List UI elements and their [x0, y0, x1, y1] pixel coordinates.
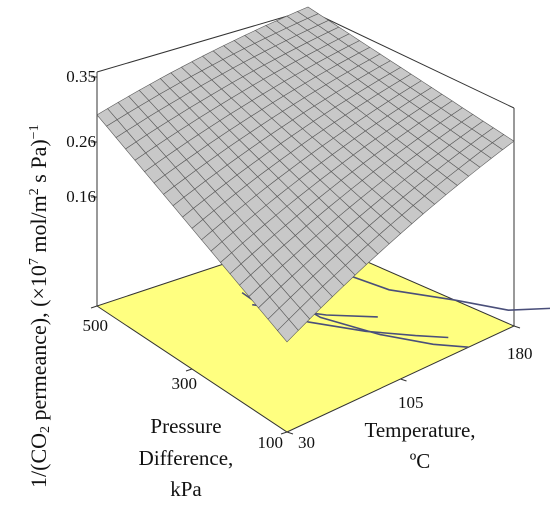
- z-title-part: −1: [27, 124, 42, 140]
- z-title-part: 2: [27, 188, 42, 196]
- z-title-part: 2: [38, 426, 53, 433]
- pressure-tick-mark: [280, 431, 288, 435]
- pressure-axis-title-line: Difference,: [139, 446, 234, 470]
- z-tick-label: 0.35: [66, 67, 96, 86]
- temperature-tick-mark: [513, 325, 521, 329]
- z-tick-label: 0.26: [66, 132, 96, 151]
- response-surface: [96, 6, 515, 343]
- temperature-tick-label: 180: [507, 344, 533, 363]
- temperature-axis-title-line: Temperature,: [364, 418, 475, 442]
- pressure-tick-label: 300: [172, 374, 198, 393]
- pressure-tick-label: 100: [258, 433, 284, 452]
- z-title-part: mol/m: [26, 195, 51, 259]
- frame-edge: [307, 9, 515, 109]
- pressure-axis-title-line: kPa: [170, 477, 202, 501]
- frame-edge: [96, 9, 309, 73]
- temperature-tick-label: 105: [398, 393, 424, 412]
- temperature-axis-title-line: ºC: [410, 449, 431, 473]
- temperature-tick-label: 30: [298, 433, 315, 452]
- pressure-tick-mark: [185, 368, 193, 372]
- surface-cell: [277, 318, 299, 343]
- pressure-tick-mark: [90, 305, 98, 309]
- axis-titles: Pressure Difference, kPa Temperature, ºC: [139, 414, 476, 501]
- z-axis-title: 1/(CO2 permeance), (×107 mol/m2 s Pa)−1: [26, 124, 54, 488]
- z-title-part: permeance), (×10: [26, 265, 51, 426]
- tick-labels: 0.16 0.26 0.35 500 300 100 30 105 180: [66, 67, 532, 452]
- pressure-axis-title-line: Pressure: [150, 414, 221, 438]
- pressure-tick-label: 500: [83, 316, 109, 335]
- z-tick-label: 0.16: [66, 187, 96, 206]
- z-title-part: 7: [27, 258, 42, 266]
- z-title-part: 1/(CO: [26, 433, 51, 488]
- z-title-part: s Pa): [26, 139, 51, 189]
- temperature-tick-mark: [286, 431, 294, 435]
- temperature-tick-mark: [400, 378, 407, 382]
